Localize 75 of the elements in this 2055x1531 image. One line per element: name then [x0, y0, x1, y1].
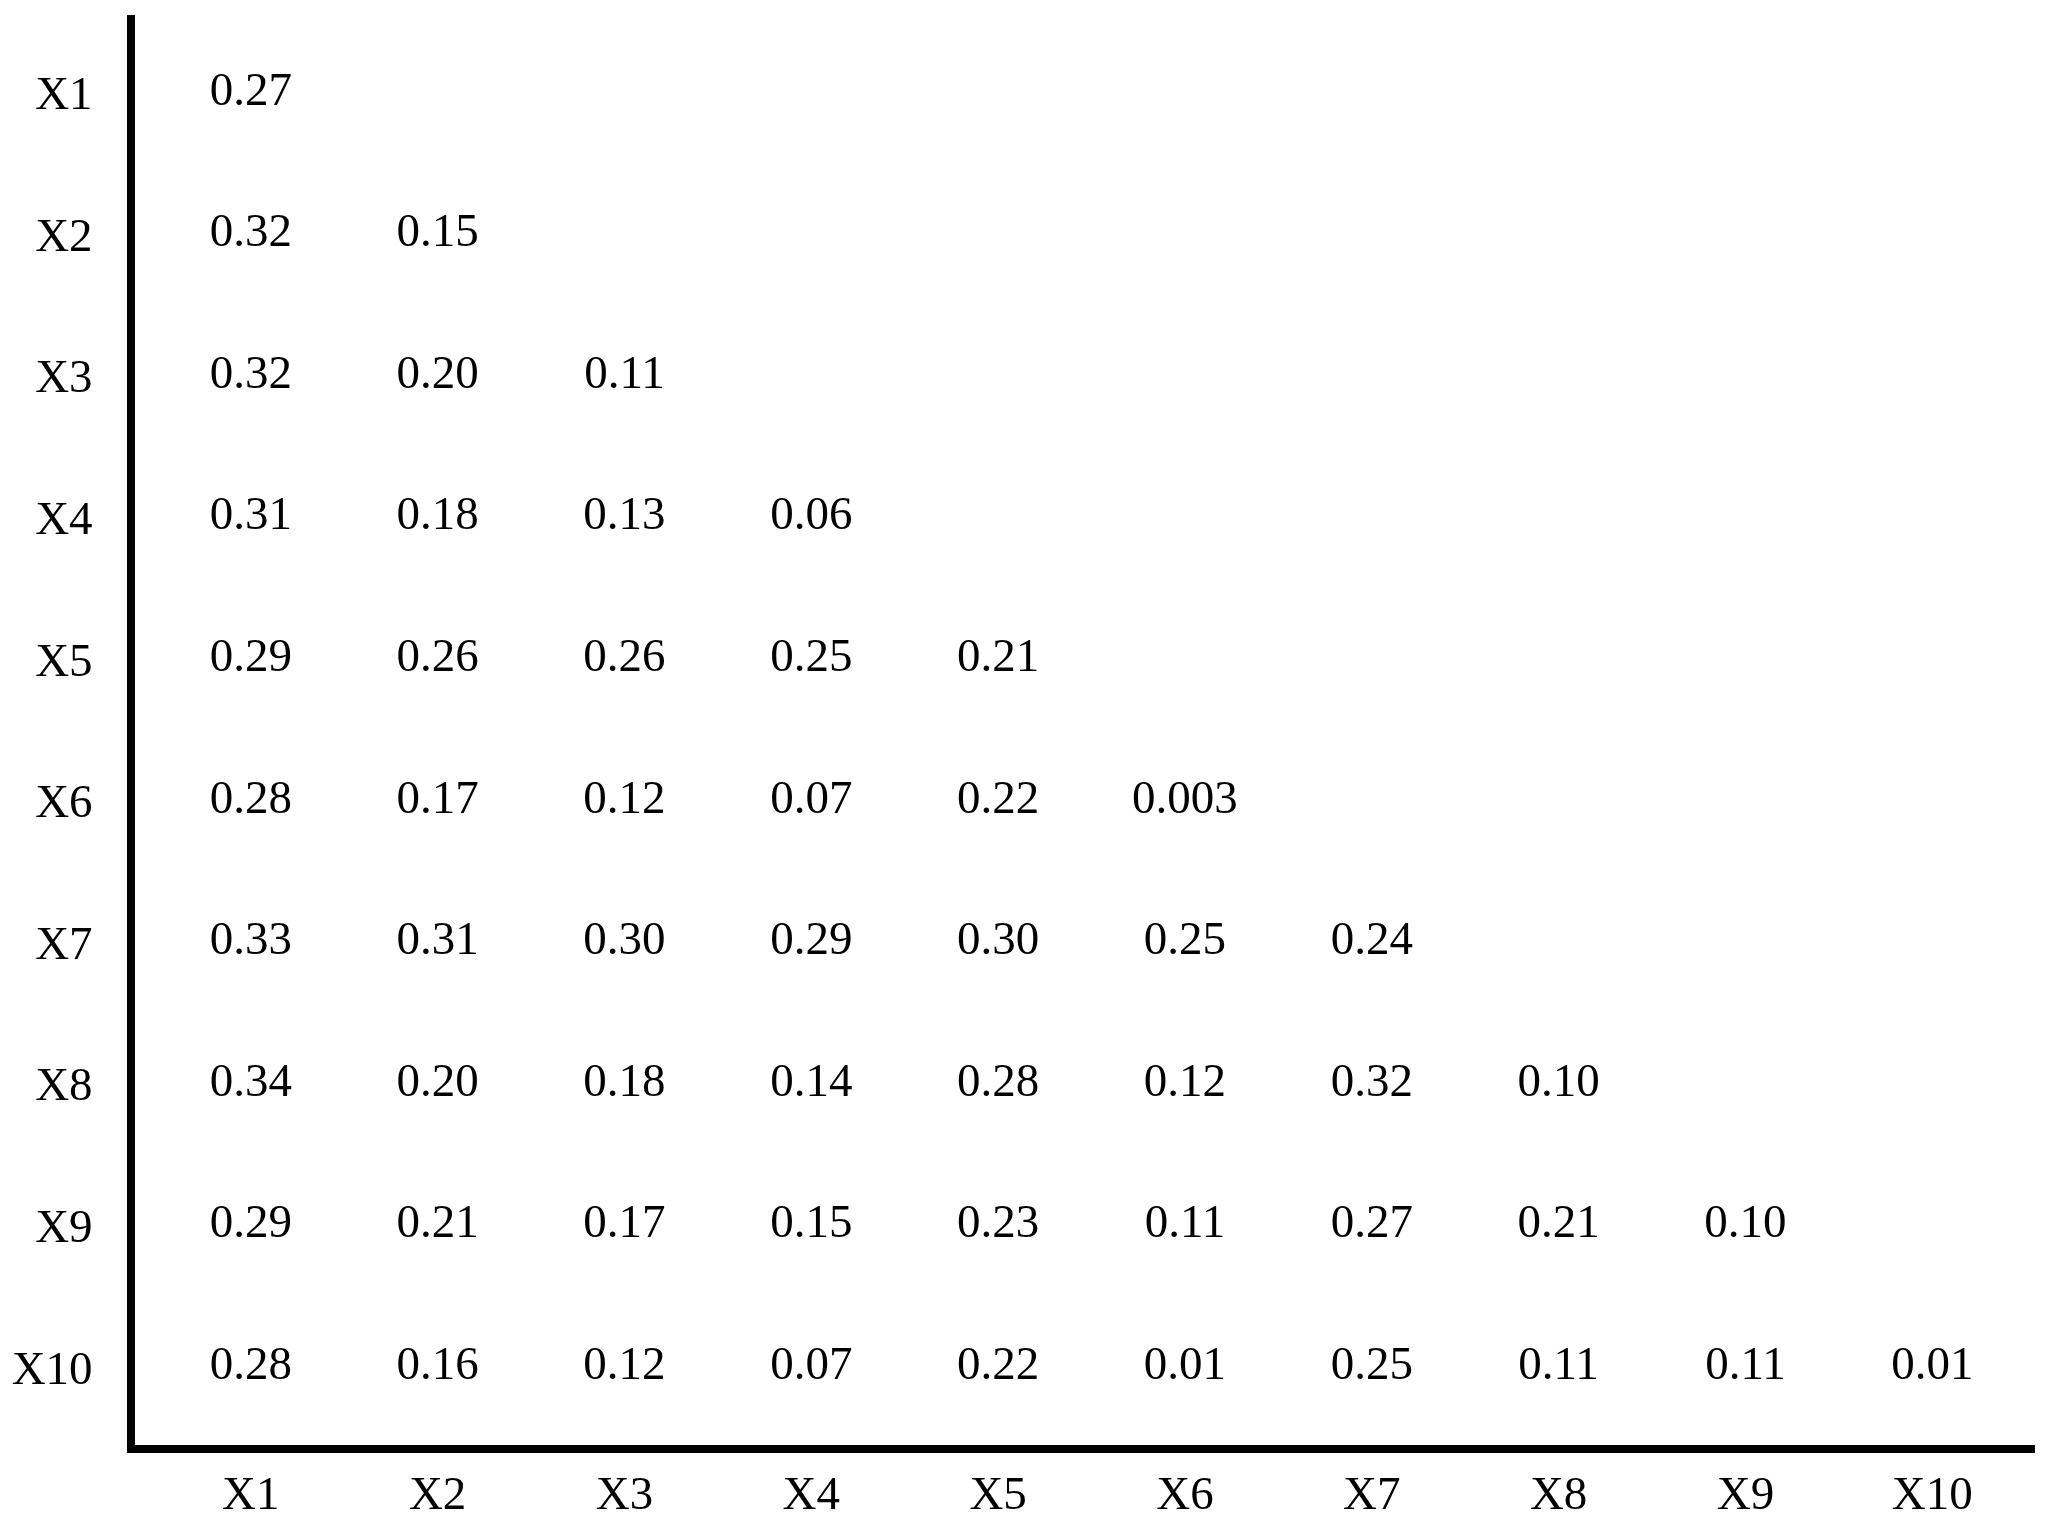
data-label: 0.34	[209, 1053, 292, 1106]
data-label: 0.11	[1705, 1336, 1786, 1389]
y-tick-label: X6	[35, 775, 93, 828]
data-label: 0.22	[957, 770, 1040, 823]
data-label: 0.003	[1132, 770, 1238, 823]
y-tick-label: X10	[11, 1341, 93, 1394]
data-label: 0.07	[770, 1336, 853, 1389]
data-label: 0.15	[396, 204, 479, 257]
data-label: 0.29	[209, 1195, 292, 1248]
data-label: 0.29	[209, 628, 292, 681]
data-label: 0.28	[209, 770, 292, 823]
data-label: 0.11	[584, 345, 665, 398]
y-tick-label: X7	[35, 916, 93, 969]
data-label: 0.14	[770, 1053, 853, 1106]
data-label: 0.01	[1891, 1336, 1974, 1389]
data-label: 0.10	[1704, 1195, 1787, 1248]
data-label: 0.11	[1518, 1336, 1599, 1389]
x-tick-label: X9	[1716, 1467, 1775, 1520]
data-label: 0.27	[209, 62, 292, 115]
data-label: 0.26	[396, 628, 479, 681]
y-tick-label: X8	[35, 1058, 93, 1111]
data-label: 0.33	[209, 912, 292, 965]
data-label: 0.17	[583, 1195, 666, 1248]
y-tick-label: X3	[35, 350, 93, 403]
data-label: 0.17	[396, 770, 479, 823]
data-label: 0.29	[770, 912, 853, 965]
data-label: 0.28	[209, 1336, 292, 1389]
data-label: 0.31	[209, 487, 292, 540]
data-label: 0.24	[1330, 912, 1413, 965]
x-tick-label: X6	[1156, 1467, 1214, 1520]
data-label: 0.06	[770, 487, 853, 540]
x-tick-label: X5	[969, 1467, 1027, 1520]
data-label: 0.20	[396, 1053, 479, 1106]
x-tick-label: X7	[1343, 1467, 1401, 1520]
y-tick-label: X9	[35, 1199, 93, 1252]
x-tick-label: X4	[782, 1467, 841, 1520]
x-tick-label: X10	[1891, 1467, 1973, 1520]
data-label: 0.27	[1330, 1195, 1413, 1248]
data-label: 0.30	[957, 912, 1040, 965]
data-label: 0.11	[1144, 1195, 1226, 1248]
y-tick-label: X2	[35, 208, 93, 261]
data-label: 0.21	[1517, 1195, 1600, 1248]
data-label: 0.12	[583, 770, 666, 823]
data-label: 0.18	[396, 487, 479, 540]
data-label: 0.21	[396, 1195, 479, 1248]
data-label: 0.32	[209, 204, 292, 257]
data-label: 0.15	[770, 1195, 853, 1248]
x-tick-label: X1	[222, 1467, 280, 1520]
y-tick-label: X5	[35, 633, 93, 686]
data-label: 0.20	[396, 345, 479, 398]
data-label: 0.25	[770, 628, 853, 681]
data-label: 0.25	[1143, 912, 1227, 965]
data-label: 0.25	[1330, 1336, 1413, 1389]
data-label: 0.13	[583, 487, 666, 540]
data-label: 0.32	[209, 345, 292, 398]
data-label: 0.30	[583, 912, 666, 965]
x-tick-label: X8	[1529, 1467, 1588, 1520]
data-label: 0.12	[583, 1336, 666, 1389]
x-tick-label: X3	[595, 1467, 654, 1520]
data-label: 0.22	[957, 1336, 1040, 1389]
data-label: 0.18	[583, 1053, 666, 1106]
data-label: 0.28	[957, 1053, 1040, 1106]
y-tick-label: X4	[35, 492, 93, 545]
data-label: 0.07	[770, 770, 853, 823]
data-label: 0.26	[583, 628, 666, 681]
x-tick-label: X2	[408, 1467, 467, 1520]
data-label: 0.16	[396, 1336, 479, 1389]
data-label: 0.12	[1143, 1053, 1227, 1106]
data-label: 0.23	[957, 1195, 1040, 1248]
data-label: 0.31	[396, 912, 479, 965]
data-label: 0.10	[1517, 1053, 1600, 1106]
data-label: 0.01	[1143, 1336, 1227, 1389]
data-label: 0.32	[1330, 1053, 1413, 1106]
y-tick-label: X1	[35, 67, 93, 120]
data-label: 0.21	[957, 628, 1040, 681]
